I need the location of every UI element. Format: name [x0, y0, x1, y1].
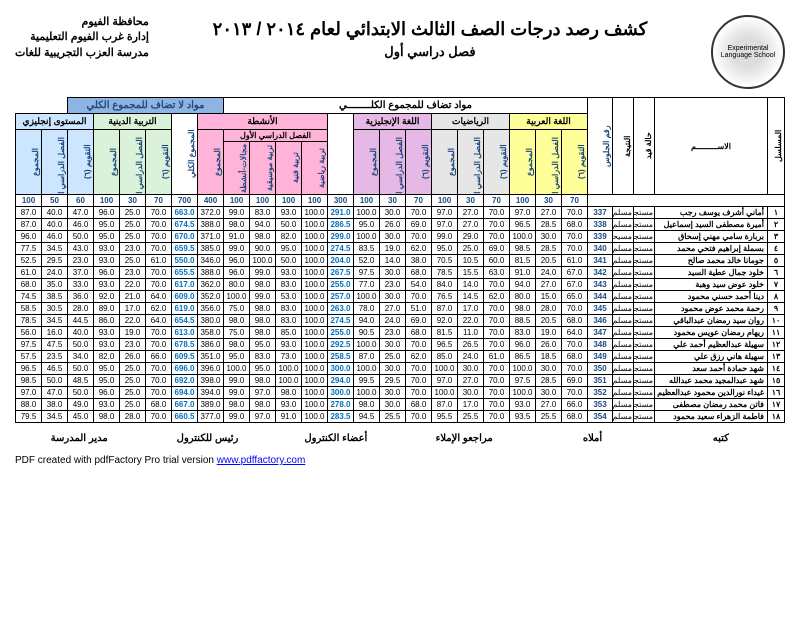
max-a2: 100 [276, 195, 302, 207]
section-not-added: مواد لا تضاف للمجموع الكلي [68, 98, 224, 114]
max-ar-t1: 30 [536, 195, 562, 207]
document-header: Experimental Language School كشف رصد درج… [15, 15, 785, 89]
act4: مجالات-أنشطة [239, 143, 248, 193]
sig-principal: مدير المدرسة [15, 427, 143, 445]
max-asum: 400 [198, 195, 224, 207]
max-lv-t1: 50 [42, 195, 68, 207]
col-seq: المسلسل [774, 121, 783, 171]
administration: إدارة غرب الفيوم التعليمية [15, 30, 149, 45]
col-status: حالة قيد [644, 121, 653, 171]
group-math: الرياضيات [432, 114, 510, 130]
max-re-sum: 100 [94, 195, 120, 207]
max-ma-eval: 70 [484, 195, 510, 207]
group-activity: الأنشطة [198, 114, 328, 130]
group-arabic: اللغة العربية [510, 114, 588, 130]
max-s300: 300 [328, 195, 354, 207]
re-eval: التقويم (٦) [161, 137, 170, 187]
lv-t1: الفصل الدراسي الأول [57, 137, 66, 187]
ma-sum: المجموع [447, 137, 456, 187]
re-sum: المجموع [109, 137, 118, 187]
title-block: كشف رصد درجات الصف الثالث الابتدائي لعام… [213, 15, 648, 62]
table-row: ١١ريهام رمضان عويس محمودمستجدمسلم34764.0… [16, 327, 785, 339]
en-sum: المجموع [369, 137, 378, 187]
max-total: 700 [172, 195, 198, 207]
max-re-t1: 30 [120, 195, 146, 207]
signatures: كتبه أملاه مراجعو الإملاء أعضاء الكنترول… [15, 427, 785, 445]
pdf-note: PDF created with pdfFactory Pro trial ve… [15, 455, 785, 466]
pdf-link[interactable]: www.pdffactory.com [217, 455, 306, 466]
school-logo: Experimental Language School [711, 15, 785, 89]
max-a4: 100 [224, 195, 250, 207]
authority-block: محافظة الفيوم إدارة غرب الفيوم التعليمية… [15, 15, 149, 61]
table-row: ٥جومانا خالد محمد صالحمستجدمسلم34161.020… [16, 255, 785, 267]
table-row: ١٤شهد حمادة أحمد سعدمستجدمسلم35070.030.0… [16, 363, 785, 375]
grades-table: المسلسل الاســـــــــم حالة قيد النتيجة … [15, 97, 785, 423]
table-row: ٧خلود عوض سيد وهبةمستجدمسلم34367.027.094… [16, 279, 785, 291]
en-eval: التقويم (٦) [421, 137, 430, 187]
table-row: ١٢سهيلة عبدالعظيم أحمد عليمستجدمسلم34870… [16, 339, 785, 351]
re-t1: الفصل الدراسي الأول [135, 137, 144, 187]
max-ar-sum: 100 [510, 195, 536, 207]
sig-members: أعضاء الكنترول [272, 427, 400, 445]
table-row: ١٥شهد عبدالمجيد محمد عبداللهمستجدمسلم351… [16, 375, 785, 387]
group-english: اللغة الإنجليزية [354, 114, 432, 130]
ar-t1: الفصل الدراسي الأول [551, 137, 560, 187]
sig-head: رئيس للكنترول [143, 427, 271, 445]
table-row: ٨دينا أحمد حسني محمودمستجدمسلم34465.015.… [16, 291, 785, 303]
ma-t1: الفصل الدراسي الأول [473, 137, 482, 187]
table-row: ١أماني أشرف يوسف رجبمستجدمسلم33770.027.0… [16, 207, 785, 219]
ar-eval: التقويم (٦) [577, 137, 586, 187]
max-lv-eval: 60 [68, 195, 94, 207]
act3: تربية موسيقية [265, 143, 274, 193]
max-a3: 100 [250, 195, 276, 207]
group-religion: التربية الدينية [94, 114, 172, 130]
act1: تربية رياضية [317, 143, 326, 193]
act-sum: المجموع [213, 137, 222, 187]
max-en-t1: 30 [380, 195, 406, 207]
act2: تربية فنية [291, 143, 300, 193]
table-row: ١٦غيداء نورالدين محمود عبدالعظيممستجدمسل… [16, 387, 785, 399]
table-row: ٩رحمة محمد عوض محمودمستجدمسلم34570.028.0… [16, 303, 785, 315]
max-ma-t1: 30 [458, 195, 484, 207]
table-row: ١٧فاتن محمد رمضان مصطفىمستجدمسلم35366.02… [16, 399, 785, 411]
governorate: محافظة الفيوم [15, 15, 149, 30]
max-ma-sum: 100 [432, 195, 458, 207]
max-lv-sum: 100 [16, 195, 42, 207]
table-row: ١٠روان سيد رمضان عبدالباقيمستجدمسلم34668… [16, 315, 785, 327]
section-added: مواد تضاف للمجموع الكلــــــــي [224, 98, 588, 114]
max-en-sum: 100 [354, 195, 380, 207]
ar-sum: المجموع [525, 137, 534, 187]
col-seat: رقم الجلوس [602, 121, 611, 171]
table-row: ٢أميرة مصطفى السيد إسماعيلمستجدمسلم33868… [16, 219, 785, 231]
max-re-eval: 70 [146, 195, 172, 207]
table-row: ٤بسملة إبراهيم فتحي محمدمستجدمسلم34070.0… [16, 243, 785, 255]
col-result: النتيجة [623, 121, 632, 171]
max-a1: 100 [302, 195, 328, 207]
main-title: كشف رصد درجات الصف الثالث الابتدائي لعام… [213, 19, 648, 40]
school-name: مدرسة العزب التجريبية للغات [15, 46, 149, 61]
en-t1: الفصل الدراسي الأول [395, 137, 404, 187]
table-row: ٦خلود جمال عطية السيدمستجدمسلم34267.024.… [16, 267, 785, 279]
max-ar-eval: 70 [562, 195, 588, 207]
pdf-text: PDF created with pdfFactory Pro trial ve… [15, 455, 217, 466]
col-total: المجموع الكلي [187, 129, 196, 179]
group-level: المستوى إنجليزي [16, 114, 94, 130]
table-row: ١٣سهيلة هاني رزق عليمستجدمسلم34968.018.5… [16, 351, 785, 363]
col-name: الاســـــــــم [655, 98, 768, 195]
table-row: ١٨فاطمة الزهراء سعيد محمودمستجدمسلم35468… [16, 411, 785, 423]
ma-eval: التقويم (٦) [499, 137, 508, 187]
subtitle: فصل دراسي أول [213, 44, 648, 60]
table-row: ٣بربارة سامي مهني إسحاقمستجدمسيحي33970.0… [16, 231, 785, 243]
activity-sub: الفصل الدراسي الأول [224, 130, 328, 142]
lv-eval: التقويم (٦) [83, 137, 92, 187]
sig-teacher: كتبه [657, 427, 785, 445]
sig-review: مراجعو الإملاء [400, 427, 528, 445]
lv-sum: المجموع [31, 137, 40, 187]
max-en-eval: 70 [406, 195, 432, 207]
sig-dictation: أملاه [528, 427, 656, 445]
